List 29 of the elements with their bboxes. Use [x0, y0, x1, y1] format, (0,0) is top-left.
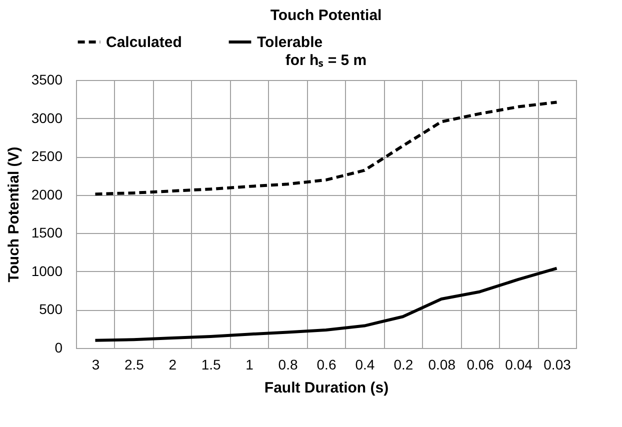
x-tick-label: 2	[168, 356, 177, 372]
x-tick-label: 0.06	[466, 356, 494, 372]
legend-label: Tolerable	[257, 34, 323, 51]
x-tick-label: 3	[92, 356, 100, 372]
x-tick-label: 0.08	[428, 356, 456, 372]
x-tick-label: 0.04	[505, 356, 533, 372]
line-series	[94, 266, 558, 342]
y-tick-label: 1500	[31, 224, 63, 241]
x-tick-label: 0.6	[316, 356, 336, 372]
x-tick-label: 0.2	[394, 356, 414, 372]
legend-label: Calculated	[106, 34, 182, 51]
y-tick-label: 3000	[31, 110, 63, 126]
y-tick-label: 1000	[31, 262, 63, 279]
x-axis-title: Fault Duration (s)	[264, 380, 389, 396]
y-axis-title: Touch Potential (V)	[5, 146, 22, 282]
y-tick-label: 500	[39, 301, 63, 318]
x-tick-label: 0.03	[544, 356, 572, 372]
chart-subtitle: for hₛ = 5 m	[285, 52, 367, 69]
x-tick-label: 0.4	[355, 356, 375, 372]
y-tick-label: 2500	[31, 148, 63, 164]
x-tick-label: 1.5	[201, 356, 222, 372]
x-tick-label: 0.8	[278, 356, 298, 372]
x-tick-label: 2.5	[124, 356, 144, 372]
y-tick-label: 2000	[31, 186, 63, 202]
x-tick-label: 1	[246, 356, 254, 372]
y-tick-label: 3500	[31, 72, 63, 88]
line-series	[94, 100, 558, 196]
y-tick-label: 0	[54, 340, 63, 356]
chart-title: Touch Potential	[270, 7, 382, 24]
